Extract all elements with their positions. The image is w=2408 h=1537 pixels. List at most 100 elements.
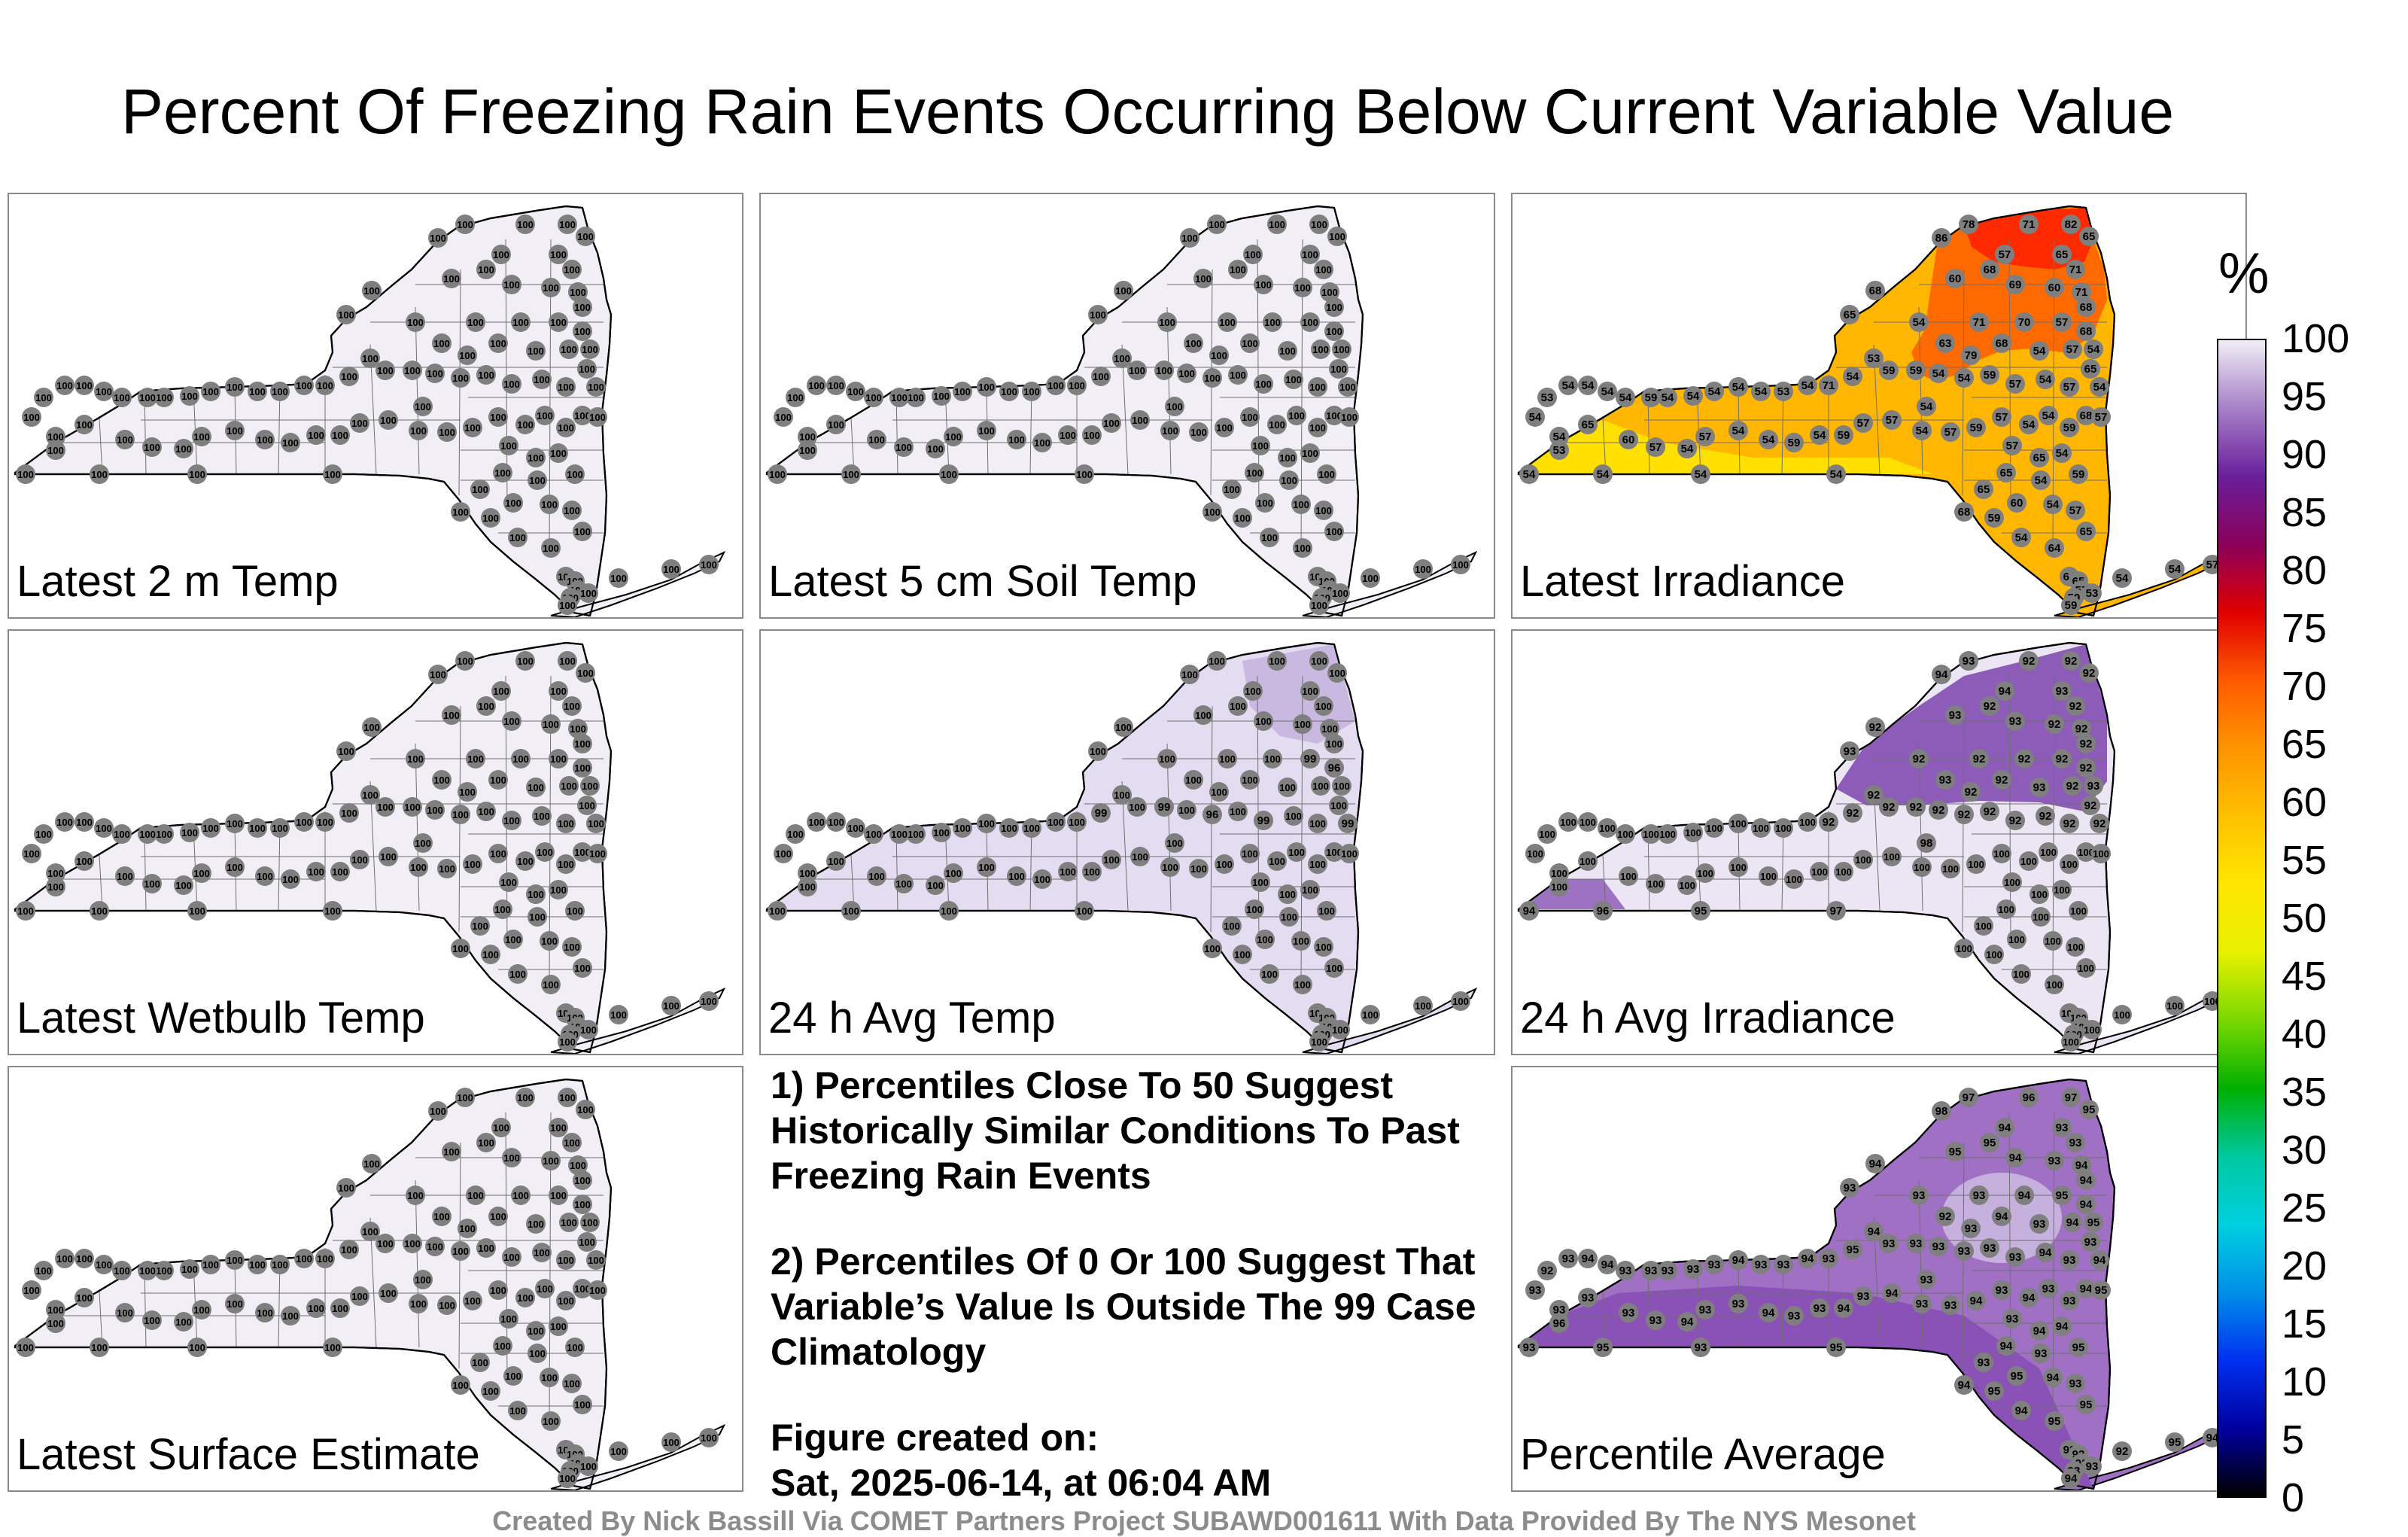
station-value: 94 [2018,1189,2031,1202]
colorbar-tick-label: 50 [2282,896,2327,941]
station-marker [1578,851,1598,871]
station-value: 100 [181,827,198,839]
station-marker [481,508,500,528]
station-value: 100 [537,1283,553,1295]
station-value: 100 [1257,498,1273,509]
station-marker [549,880,568,899]
station-value: 93 [1562,1252,1575,1265]
station-marker [46,427,65,446]
station-marker [458,782,477,802]
station-marker [1324,406,1344,425]
station-marker [503,1366,523,1386]
station-marker [2036,370,2055,389]
station-value: 94 [1996,1210,2008,1223]
station-value: 100 [363,722,380,733]
station-value: 100 [1302,884,1318,896]
station-marker [1578,1249,1598,1268]
station-marker [699,555,719,574]
station-value: 100 [1242,848,1258,860]
station-marker [1324,842,1344,862]
station-value: 94 [1601,1259,1614,1271]
station-value: 96 [1553,1317,1566,1330]
station-value: 100 [351,854,368,866]
state-outline [14,1078,613,1490]
station-marker [1932,665,1951,684]
station-value: 53 [1868,352,1880,365]
station-marker [826,812,846,832]
station-marker [2052,443,2072,463]
station-marker [565,1338,585,1357]
station-value: 95 [1984,1137,1996,1149]
station-value: 100 [2084,1024,2100,1036]
station-marker [2076,406,2096,425]
station-value: 100 [35,392,52,403]
station-marker [2045,1151,2064,1170]
station-value: 94 [1999,685,2011,698]
station-value: 100 [478,701,494,712]
station-marker [2066,1133,2085,1152]
station-marker [798,877,817,896]
station-value: 100 [443,710,460,721]
station-value: 100 [1224,921,1240,932]
station-marker [180,386,199,406]
station-marker [864,824,883,844]
station-value: 100 [1255,279,1272,291]
station-marker [1810,862,1829,881]
station-value: 100 [404,365,421,376]
station-marker [1966,854,1986,874]
station-value: 95 [2080,1399,2093,1411]
station-marker [2007,1366,2026,1386]
station-marker [180,1259,199,1279]
station-marker [1114,717,1133,737]
station-value: 100 [467,1190,484,1201]
station-value: 93 [1699,1304,1712,1316]
station-value: 93 [1622,1307,1635,1319]
station-value: 93 [1996,1284,2008,1297]
station-value: 92 [1965,786,1978,799]
station-marker [360,348,380,368]
station-value: 100 [701,996,717,1007]
station-marker [2031,1344,2051,1363]
station-marker [1157,749,1177,768]
station-marker [493,899,512,919]
station-value: 92 [1913,753,1926,765]
station-value: 54 [2093,381,2106,394]
station-value: 100 [202,386,219,397]
station-value: 100 [1560,817,1576,828]
station-value: 93 [2009,1251,2022,1264]
station-value: 100 [362,353,379,364]
station-value: 100 [828,380,844,391]
station-marker [558,651,577,671]
station-marker [187,901,207,921]
station-value: 100 [1166,401,1183,412]
station-value: 100 [2070,905,2087,917]
station-value: 100 [1281,475,1297,486]
station-marker [932,386,951,406]
station-value: 100 [430,1106,446,1117]
station-marker [2052,681,2072,701]
station-value: 100 [1069,817,1085,828]
station-value: 100 [808,380,825,391]
station-value: 94 [2080,1198,2093,1211]
station-marker [1127,361,1147,380]
station-marker [470,916,490,936]
station-value: 100 [1799,817,1816,828]
station-value: 100 [567,1342,583,1353]
station-marker [46,863,65,883]
station-value: 93 [2069,1377,2082,1390]
station-marker [403,797,422,817]
station-marker [323,464,342,484]
station-marker [532,806,552,826]
station-value: 100 [377,1238,394,1249]
station-value: 100 [564,1378,580,1389]
station-value: 100 [1242,338,1258,349]
station-marker [2112,1005,2132,1024]
station-value: 100 [558,422,574,434]
station-marker [2005,811,2025,830]
station-value: 54 [1662,391,1674,404]
station-marker [2045,714,2064,734]
station-value: 93 [1920,1274,1933,1286]
station-marker [1751,818,1771,838]
station-value: 100 [1242,775,1258,786]
station-value: 100 [1219,317,1236,328]
